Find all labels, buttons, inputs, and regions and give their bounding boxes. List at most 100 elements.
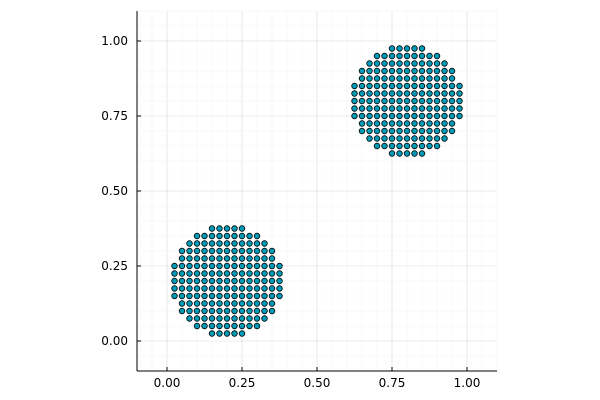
data-point <box>193 240 201 247</box>
data-point <box>253 232 261 240</box>
data-point <box>411 112 418 120</box>
data-point <box>396 150 403 157</box>
data-point <box>433 52 441 60</box>
data-point <box>261 315 268 322</box>
data-point <box>268 307 276 315</box>
data-point <box>238 270 246 277</box>
data-point <box>403 105 411 112</box>
data-point <box>441 75 448 82</box>
data-point <box>231 307 238 315</box>
x-ticks: 0.00 0.25 0.50 0.75 1.00 <box>154 367 480 390</box>
data-point <box>418 112 426 120</box>
data-point <box>186 300 193 307</box>
y-tick-label: 0.50 <box>101 184 128 198</box>
data-point <box>261 247 268 255</box>
data-point <box>216 292 223 300</box>
data-point <box>456 112 463 120</box>
data-point <box>358 97 366 105</box>
data-point <box>403 135 411 142</box>
data-point <box>418 105 426 112</box>
data-point <box>448 82 456 90</box>
data-point <box>358 82 366 90</box>
data-point <box>193 307 201 315</box>
data-point <box>171 262 178 270</box>
data-point <box>366 67 373 75</box>
data-point <box>276 262 283 270</box>
data-point <box>261 300 268 307</box>
data-point <box>373 105 381 112</box>
data-point <box>208 322 216 330</box>
data-point <box>208 225 216 232</box>
data-point <box>418 150 426 157</box>
data-point <box>193 285 201 292</box>
data-point <box>418 142 426 150</box>
data-point <box>426 82 433 90</box>
data-point <box>358 90 366 97</box>
data-point <box>381 142 388 150</box>
data-point <box>366 75 373 82</box>
data-point <box>253 307 261 315</box>
data-point <box>178 292 186 300</box>
data-point <box>253 240 261 247</box>
data-point <box>178 307 186 315</box>
data-point <box>253 315 261 322</box>
data-point <box>396 60 403 67</box>
data-point <box>403 97 411 105</box>
data-point <box>201 307 208 315</box>
data-point <box>201 255 208 262</box>
data-point <box>231 232 238 240</box>
data-point <box>178 277 186 285</box>
data-point <box>433 127 441 135</box>
data-point <box>238 240 246 247</box>
x-tick-label: 0.00 <box>154 376 181 390</box>
data-point <box>208 285 216 292</box>
data-point <box>246 315 253 322</box>
data-point <box>396 97 403 105</box>
data-point <box>381 60 388 67</box>
data-point <box>441 120 448 127</box>
data-point <box>388 112 396 120</box>
data-point <box>238 255 246 262</box>
data-point <box>253 277 261 285</box>
data-point <box>268 292 276 300</box>
data-point <box>418 45 426 52</box>
data-point <box>403 142 411 150</box>
data-point <box>171 270 178 277</box>
data-point <box>216 307 223 315</box>
data-point <box>411 105 418 112</box>
data-point <box>261 262 268 270</box>
data-point <box>381 120 388 127</box>
data-point <box>223 255 231 262</box>
data-point <box>246 322 253 330</box>
data-point <box>253 262 261 270</box>
data-point <box>171 285 178 292</box>
data-point <box>418 60 426 67</box>
data-point <box>208 292 216 300</box>
data-point <box>223 277 231 285</box>
data-point <box>426 90 433 97</box>
data-point <box>268 277 276 285</box>
data-point <box>403 150 411 157</box>
data-point <box>208 247 216 255</box>
data-point <box>268 300 276 307</box>
data-point <box>238 262 246 270</box>
data-point <box>388 45 396 52</box>
data-point <box>358 112 366 120</box>
data-point <box>238 232 246 240</box>
data-point <box>223 292 231 300</box>
data-point <box>268 270 276 277</box>
data-point <box>238 330 246 337</box>
data-point <box>411 90 418 97</box>
data-point <box>208 270 216 277</box>
data-point <box>448 120 456 127</box>
data-point <box>246 270 253 277</box>
data-point <box>216 225 223 232</box>
data-point <box>381 127 388 135</box>
data-point <box>418 90 426 97</box>
data-point <box>403 90 411 97</box>
data-point <box>381 135 388 142</box>
data-point <box>433 142 441 150</box>
data-point <box>216 300 223 307</box>
data-point <box>411 97 418 105</box>
